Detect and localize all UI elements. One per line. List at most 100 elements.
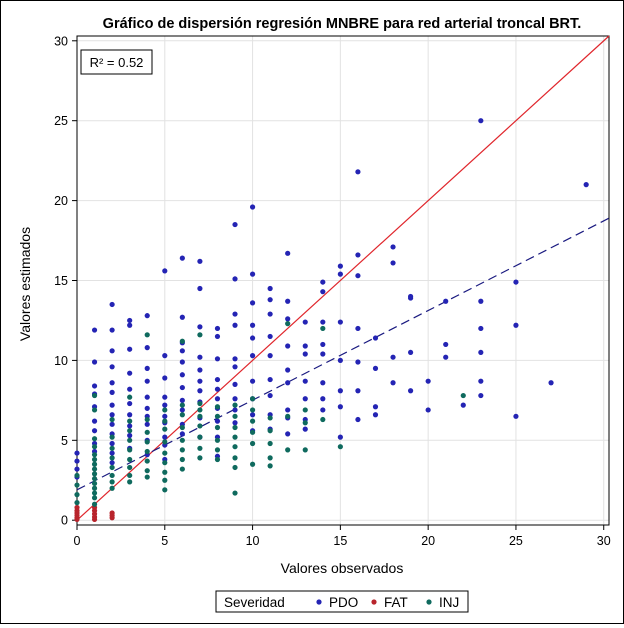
data-point bbox=[127, 437, 133, 443]
data-point bbox=[197, 378, 203, 384]
data-point bbox=[232, 364, 238, 370]
data-point bbox=[372, 365, 379, 371]
data-point bbox=[109, 380, 115, 386]
reference-lines bbox=[76, 35, 610, 521]
data-point bbox=[249, 322, 256, 328]
data-point bbox=[144, 448, 150, 455]
data-point bbox=[214, 456, 221, 463]
data-point bbox=[267, 285, 273, 292]
data-point bbox=[232, 221, 238, 228]
data-point bbox=[144, 458, 150, 464]
data-point bbox=[109, 412, 115, 418]
data-point bbox=[144, 365, 150, 371]
data-point bbox=[91, 490, 98, 496]
data-points bbox=[74, 118, 589, 523]
data-point bbox=[91, 327, 98, 333]
data-point bbox=[407, 388, 414, 394]
data-point bbox=[74, 500, 80, 506]
y-tick-label: 0 bbox=[61, 514, 68, 528]
data-point bbox=[320, 380, 326, 386]
legend-label-fat: FAT bbox=[384, 595, 408, 610]
data-point bbox=[197, 407, 203, 413]
data-point bbox=[91, 407, 98, 413]
data-point bbox=[355, 169, 361, 175]
data-point bbox=[179, 372, 185, 378]
data-point bbox=[179, 397, 185, 403]
data-point bbox=[91, 359, 98, 365]
data-point bbox=[407, 295, 414, 301]
data-point bbox=[91, 452, 98, 458]
data-point bbox=[91, 436, 98, 442]
data-point bbox=[197, 258, 203, 264]
data-point bbox=[355, 252, 361, 258]
data-point bbox=[91, 456, 98, 463]
data-point bbox=[162, 450, 168, 456]
data-point bbox=[74, 458, 80, 464]
data-point bbox=[285, 431, 291, 437]
data-point bbox=[320, 407, 326, 413]
data-point bbox=[355, 388, 361, 394]
data-point bbox=[267, 297, 273, 303]
data-point bbox=[267, 415, 273, 421]
data-point bbox=[74, 482, 80, 488]
x-tick-label: 20 bbox=[421, 534, 435, 548]
data-point bbox=[320, 325, 326, 332]
data-point bbox=[232, 402, 238, 408]
data-point bbox=[127, 394, 133, 400]
data-point bbox=[337, 357, 343, 364]
data-point bbox=[214, 437, 221, 443]
data-point bbox=[443, 341, 449, 348]
data-point bbox=[162, 418, 168, 424]
data-point bbox=[478, 298, 484, 304]
data-point bbox=[267, 428, 273, 434]
data-point bbox=[249, 353, 256, 359]
series-fat bbox=[74, 504, 115, 523]
data-point bbox=[144, 468, 150, 474]
data-point bbox=[513, 279, 519, 285]
data-point bbox=[232, 311, 238, 317]
data-point bbox=[109, 485, 115, 491]
data-point bbox=[232, 322, 238, 328]
data-point bbox=[355, 359, 361, 365]
data-point bbox=[144, 345, 150, 351]
legend-marker-fat bbox=[371, 599, 377, 605]
data-point bbox=[285, 447, 291, 453]
data-point bbox=[478, 118, 484, 124]
y-tick-label: 30 bbox=[54, 34, 68, 48]
data-point bbox=[267, 392, 273, 399]
data-point bbox=[162, 402, 168, 408]
data-point bbox=[144, 405, 150, 411]
data-point bbox=[478, 378, 484, 384]
data-point bbox=[91, 495, 98, 501]
data-point bbox=[162, 413, 168, 419]
data-point bbox=[249, 396, 256, 402]
y-tick-label: 20 bbox=[54, 194, 68, 208]
data-point bbox=[320, 289, 326, 295]
data-point bbox=[162, 477, 168, 483]
data-point bbox=[179, 412, 185, 418]
data-point bbox=[320, 341, 326, 348]
data-point bbox=[390, 260, 396, 266]
data-point bbox=[197, 332, 203, 338]
x-axis: 0 5 10 15 20 25 30 bbox=[74, 525, 611, 548]
legend-marker-pdo bbox=[316, 599, 322, 605]
data-point bbox=[197, 455, 203, 461]
data-point bbox=[302, 351, 308, 357]
legend-label-inj: INJ bbox=[439, 595, 459, 610]
data-point bbox=[249, 407, 256, 413]
data-point bbox=[232, 356, 238, 362]
data-point bbox=[355, 273, 361, 279]
data-point bbox=[267, 353, 273, 359]
r-squared-box: R² = 0.52 bbox=[80, 49, 153, 75]
data-point bbox=[443, 354, 449, 360]
data-point bbox=[390, 380, 396, 386]
data-point bbox=[197, 388, 203, 394]
data-point bbox=[249, 271, 256, 277]
legend-marker-inj bbox=[426, 599, 432, 605]
data-point bbox=[179, 407, 185, 413]
data-point bbox=[232, 434, 238, 440]
data-point bbox=[285, 316, 291, 322]
data-point bbox=[249, 300, 256, 306]
data-point bbox=[162, 353, 168, 359]
data-point bbox=[583, 182, 589, 188]
